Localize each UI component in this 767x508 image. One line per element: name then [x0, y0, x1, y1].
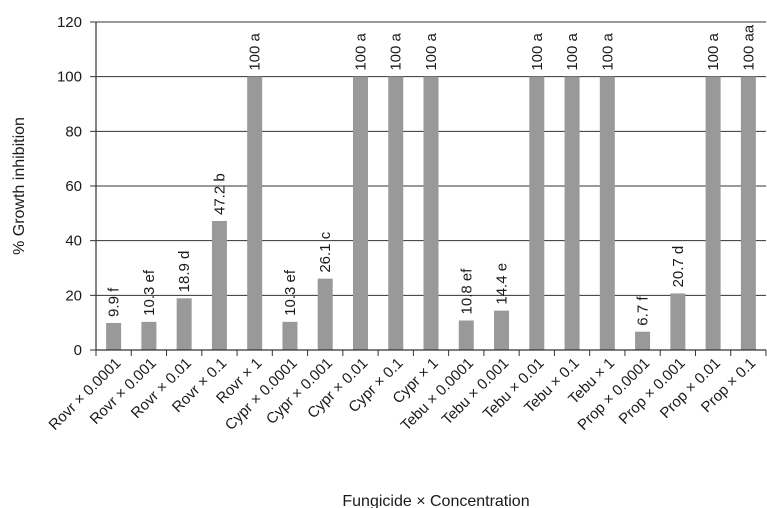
bar	[423, 76, 439, 351]
bar	[564, 76, 580, 351]
bar	[635, 331, 651, 350]
bar	[670, 293, 686, 350]
y-tick-label: 60	[65, 178, 82, 195]
data-label: 10.3 ef	[141, 269, 158, 316]
bar	[317, 278, 333, 350]
data-label: 100 a	[599, 32, 616, 70]
data-label: 100 aa	[740, 24, 757, 71]
data-label: 9.9 f	[106, 287, 123, 317]
data-label: 18.9 d	[176, 251, 193, 293]
y-tick-label: 80	[65, 123, 82, 140]
bar	[106, 322, 122, 350]
data-label: 6.7 f	[635, 296, 652, 326]
data-label: 100 a	[423, 32, 440, 70]
data-label: 100 a	[247, 32, 264, 70]
bar	[740, 76, 756, 351]
bar	[211, 220, 227, 350]
bar	[352, 76, 368, 351]
y-tick-label: 100	[57, 69, 82, 86]
bar	[529, 76, 545, 351]
data-label: 47.2 b	[211, 173, 228, 215]
data-label: 10.3 ef	[282, 269, 299, 316]
bar	[599, 76, 615, 351]
data-label: 100 a	[705, 32, 722, 70]
data-label: 100 a	[352, 32, 369, 70]
data-label: 100 a	[564, 32, 581, 70]
bar	[388, 76, 404, 351]
axes	[90, 21, 767, 356]
y-tick-label: 120	[57, 14, 82, 31]
y-tick-label: 40	[65, 233, 82, 250]
bar	[247, 76, 263, 351]
data-label: 14.4 e	[494, 263, 511, 305]
data-label: 10.8 ef	[458, 268, 475, 315]
bar	[494, 310, 510, 350]
y-axis-title: % Growth inhibition	[11, 117, 28, 255]
data-label: 26.1 c	[317, 231, 334, 272]
bar	[458, 320, 474, 350]
data-label: 100 a	[388, 32, 405, 70]
bar	[141, 321, 157, 350]
data-label: 100 a	[529, 32, 546, 70]
bar	[705, 76, 721, 351]
y-tick-label: 0	[74, 342, 82, 359]
bars	[106, 76, 756, 351]
data-label: 20.7 d	[670, 246, 687, 288]
y-tick-label: 20	[65, 287, 82, 304]
x-axis-title: Fungicide × Concentration	[342, 493, 529, 508]
bar	[282, 321, 298, 350]
bar	[176, 298, 192, 350]
